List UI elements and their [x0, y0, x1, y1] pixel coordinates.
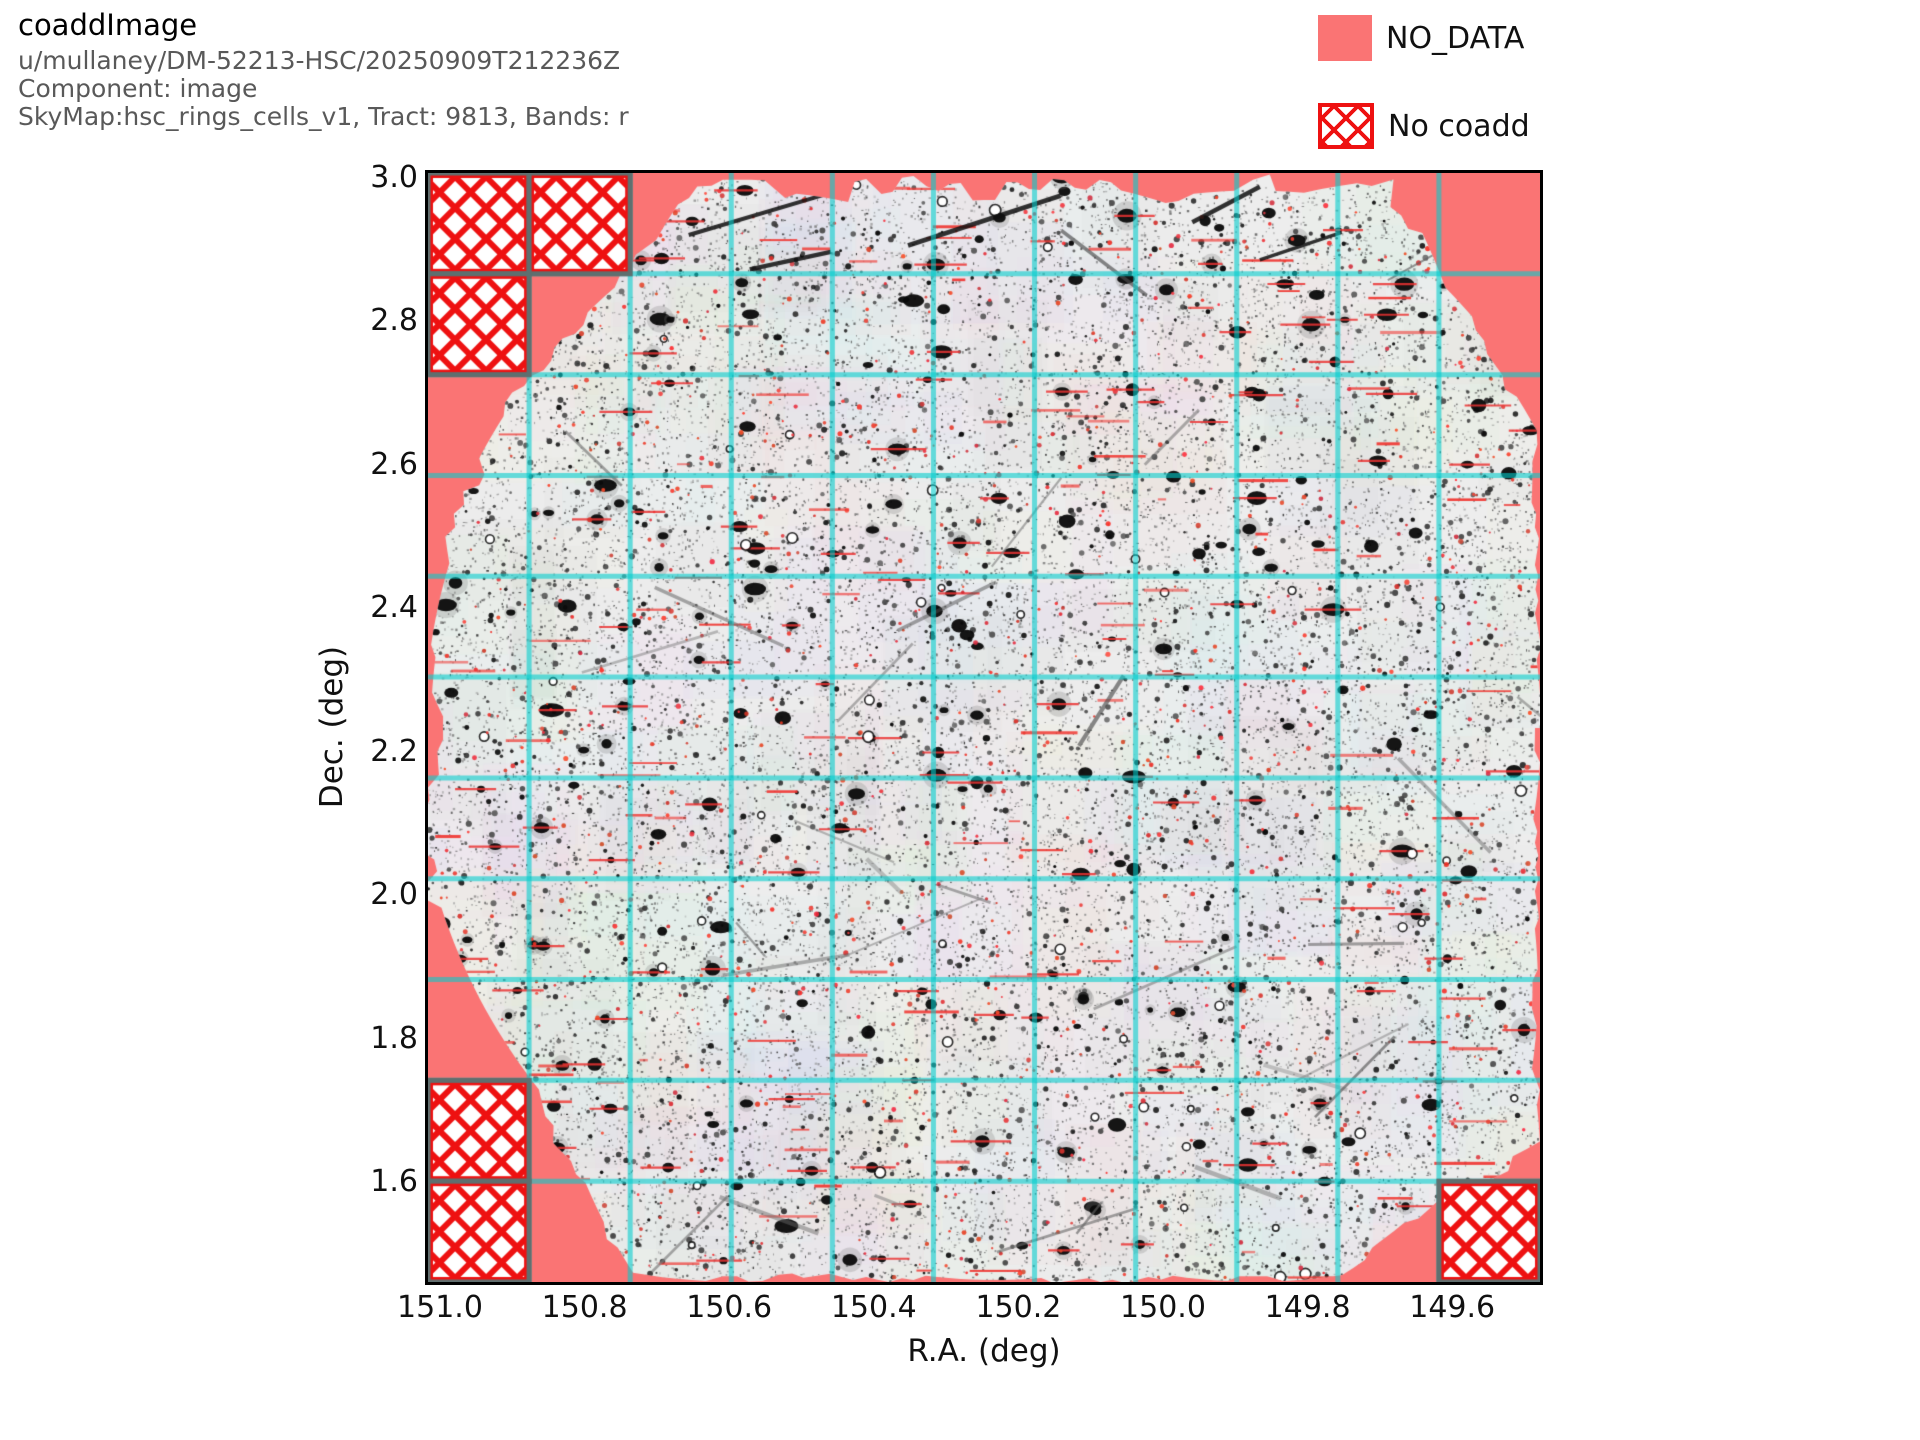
plot-title: coaddImage: [18, 8, 198, 42]
no-coadd-swatch: [1318, 103, 1374, 149]
y-tick-2.6: 2.6: [370, 446, 418, 482]
x-axis-label: R.A. (deg): [907, 1333, 1061, 1369]
x-tick-149.6: 149.6: [1409, 1290, 1496, 1325]
y-tick-3.0: 3.0: [370, 160, 418, 195]
y-tick-2.8: 2.8: [370, 303, 418, 339]
x-tick-150.2: 150.2: [975, 1290, 1062, 1325]
legend-item-no-data: NO_DATA: [1318, 15, 1524, 61]
y-tick-2.4: 2.4: [370, 590, 418, 626]
plot-subtitle-component: Component: image: [18, 74, 258, 103]
x-tick-150.8: 150.8: [541, 1290, 628, 1325]
legend-item-no-coadd: No coadd: [1318, 103, 1530, 149]
y-tick-2.0: 2.0: [370, 877, 418, 913]
x-tick-151.0: 151.0: [397, 1290, 483, 1325]
y-tick-1.6: 1.6: [370, 1164, 418, 1200]
x-tick-150.6: 150.6: [686, 1290, 773, 1325]
plot-subtitle-skymap: SkyMap:hsc_rings_cells_v1, Tract: 9813, …: [18, 102, 629, 131]
y-tick-2.2: 2.2: [370, 733, 418, 769]
legend-label-no-coadd: No coadd: [1388, 108, 1530, 144]
x-tick-150.4: 150.4: [830, 1290, 917, 1325]
x-tick-149.8: 149.8: [1264, 1290, 1351, 1325]
sky-image: [428, 173, 1540, 1282]
y-tick-1.8: 1.8: [370, 1020, 418, 1056]
y-axis-label: Dec. (deg): [314, 645, 350, 809]
plot-subtitle-collection: u/mullaney/DM-52213-HSC/20250909T212236Z: [18, 46, 621, 75]
no-data-swatch: [1318, 15, 1372, 61]
x-tick-150.0: 150.0: [1120, 1290, 1206, 1325]
legend-label-no-data: NO_DATA: [1386, 20, 1525, 56]
